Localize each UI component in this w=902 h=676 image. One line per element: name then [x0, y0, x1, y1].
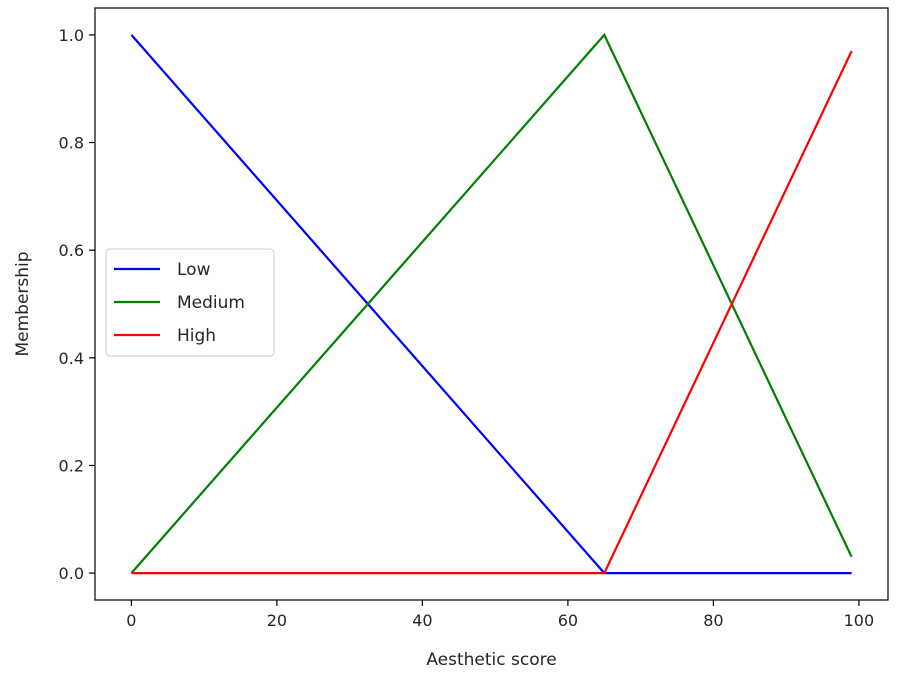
legend-label-low: Low: [177, 260, 211, 280]
x-axis: 0 20 40 60 80 100: [126, 600, 874, 630]
legend-box: [105, 248, 275, 357]
plot-frame: [94, 7, 889, 601]
y-tick-label: 1.0: [59, 26, 84, 45]
y-axis-label: Membership: [13, 251, 33, 356]
series-line-high: [131, 50, 853, 575]
x-tick-label: 20: [267, 611, 287, 630]
x-tick-label: 40: [412, 611, 432, 630]
x-tick-label: 80: [703, 611, 723, 630]
series-layer: [130, 32, 853, 575]
legend-label-high: High: [177, 326, 216, 346]
y-tick-label: 0.2: [59, 456, 84, 475]
x-tick-label: 100: [844, 611, 875, 630]
y-axis: 0.0 0.2 0.4 0.6 0.8 1.0: [59, 26, 95, 583]
legend: Low Medium High: [105, 248, 275, 357]
series-line-medium: [130, 32, 853, 574]
x-tick-label: 60: [558, 611, 578, 630]
x-axis-label: Aesthetic score: [426, 650, 556, 670]
x-tick-label: 0: [126, 611, 136, 630]
y-tick-label: 0.6: [59, 241, 84, 260]
y-tick-label: 0.8: [59, 134, 84, 153]
legend-label-medium: Medium: [177, 293, 245, 313]
y-tick-label: 0.4: [59, 349, 84, 368]
y-tick-label: 0.0: [59, 564, 84, 583]
